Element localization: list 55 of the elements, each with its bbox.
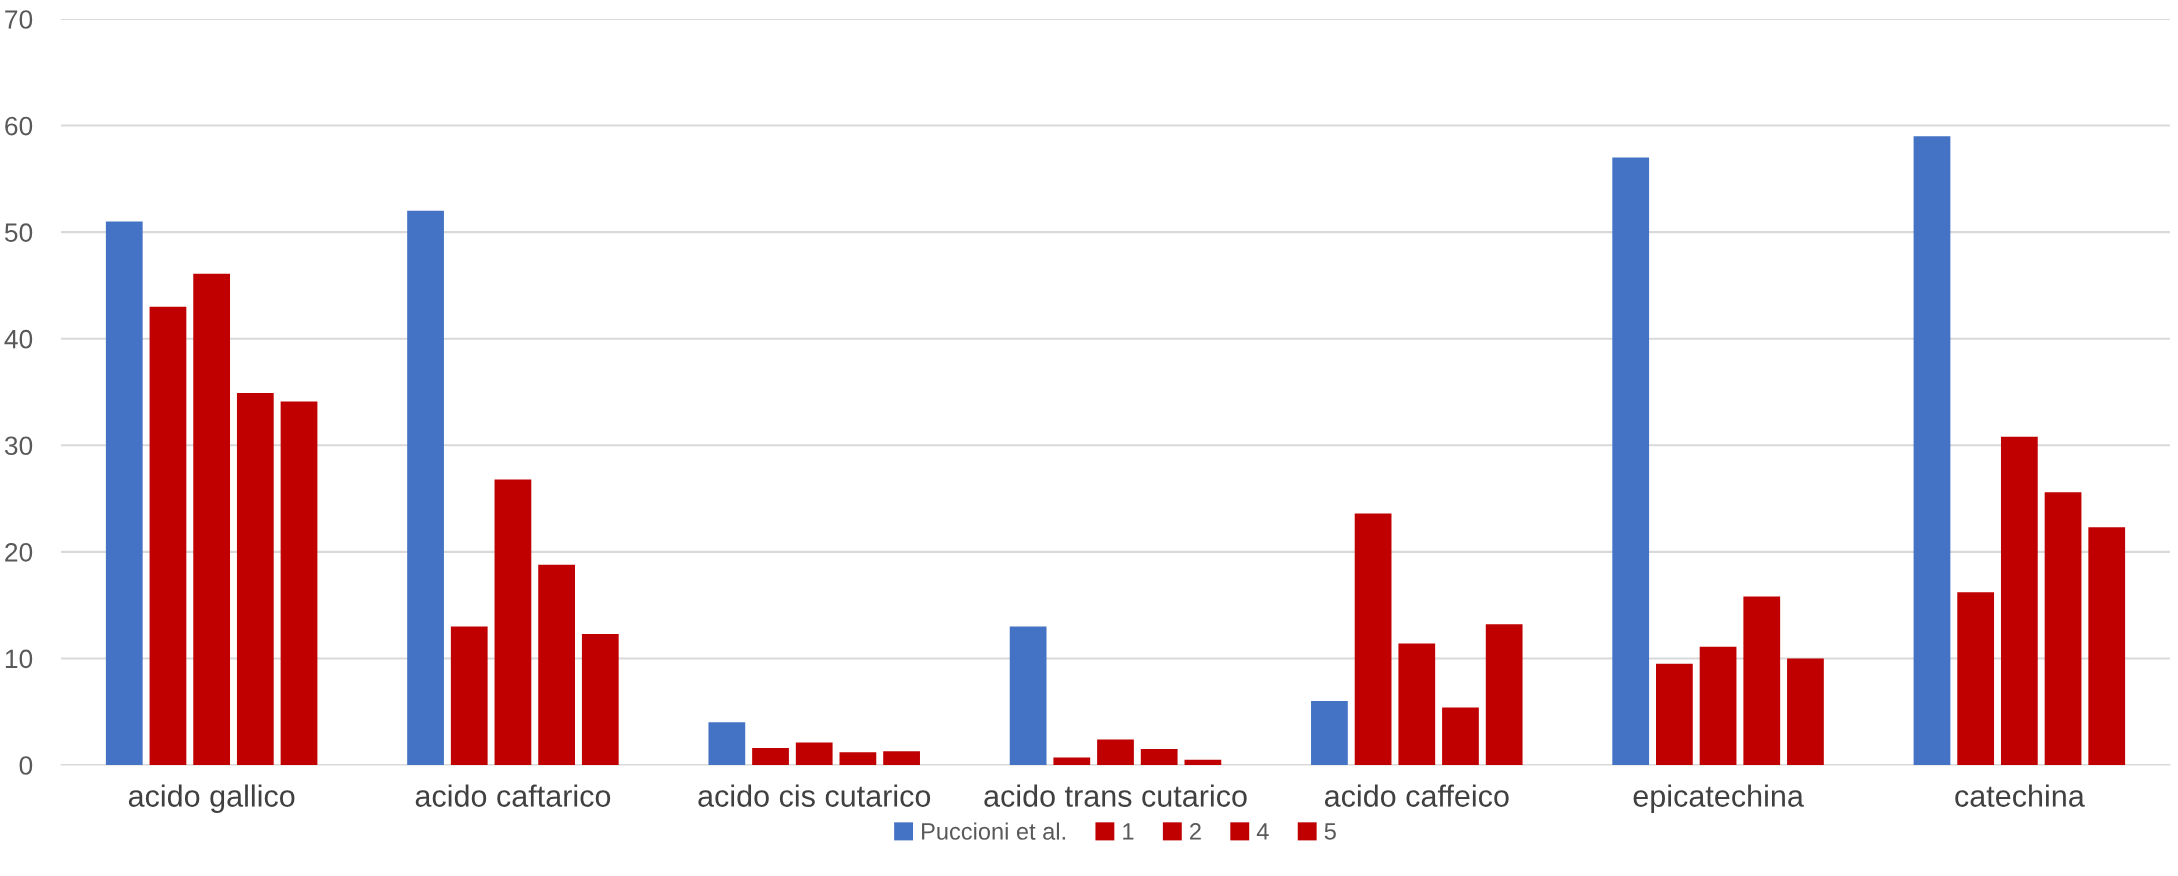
bar <box>1656 663 1693 765</box>
bar <box>752 747 789 765</box>
legend-label: 5 <box>1324 823 1336 840</box>
bar <box>236 393 274 765</box>
bar <box>1612 157 1650 765</box>
bar <box>450 626 488 765</box>
bar <box>1140 749 1178 765</box>
y-tick-label: 60 <box>5 116 33 136</box>
bar <box>494 479 532 765</box>
bar <box>280 401 318 765</box>
bar <box>1311 701 1348 765</box>
y-tick-label: 50 <box>4 223 33 242</box>
bar <box>1743 596 1781 765</box>
y-tick-label: 0 <box>19 756 33 775</box>
bar <box>1053 757 1091 765</box>
bar <box>708 722 746 765</box>
bar <box>581 633 619 765</box>
legend-label: 4 <box>1256 823 1269 840</box>
y-tick-label: 20 <box>5 542 33 562</box>
bar <box>2000 436 2038 765</box>
legend-label: 2 <box>1190 823 1201 840</box>
bar <box>2044 492 2082 765</box>
x-tick-label: acido caftarico <box>415 784 611 807</box>
bar <box>1485 624 1523 765</box>
bar <box>1398 643 1436 765</box>
x-tick-label: acido trans cutarico <box>984 784 1247 807</box>
bar <box>1184 759 1222 765</box>
y-tick-label: 70 <box>5 10 33 29</box>
y-tick-label: 30 <box>4 436 33 456</box>
bar <box>193 273 231 765</box>
bar <box>795 742 833 765</box>
legend-label: 1 <box>1123 823 1134 840</box>
x-tick-label: acido gallico <box>128 784 295 813</box>
bar <box>883 751 920 765</box>
bar <box>1354 513 1392 765</box>
x-tick-label: epicatechina <box>1633 784 1804 813</box>
bar <box>1957 592 1995 765</box>
y-tick-label: 40 <box>4 329 33 349</box>
bar <box>1009 626 1047 765</box>
x-tick-label: acido caffeico <box>1324 784 1509 807</box>
bar <box>839 752 877 765</box>
bar <box>1442 707 1479 765</box>
bar <box>1913 136 1951 765</box>
x-tick-label: acido cis cutarico <box>698 784 931 807</box>
bar <box>538 564 575 765</box>
bar <box>2088 527 2126 765</box>
x-tick-label: catechina <box>1955 784 2085 807</box>
bar <box>1097 739 1134 765</box>
bar <box>407 210 444 765</box>
bar <box>105 221 143 765</box>
legend-label: Puccioni et al. <box>922 822 1065 840</box>
bar <box>1787 658 1824 765</box>
bar <box>1699 646 1737 765</box>
y-tick-label: 10 <box>5 649 33 669</box>
bar <box>149 306 187 765</box>
